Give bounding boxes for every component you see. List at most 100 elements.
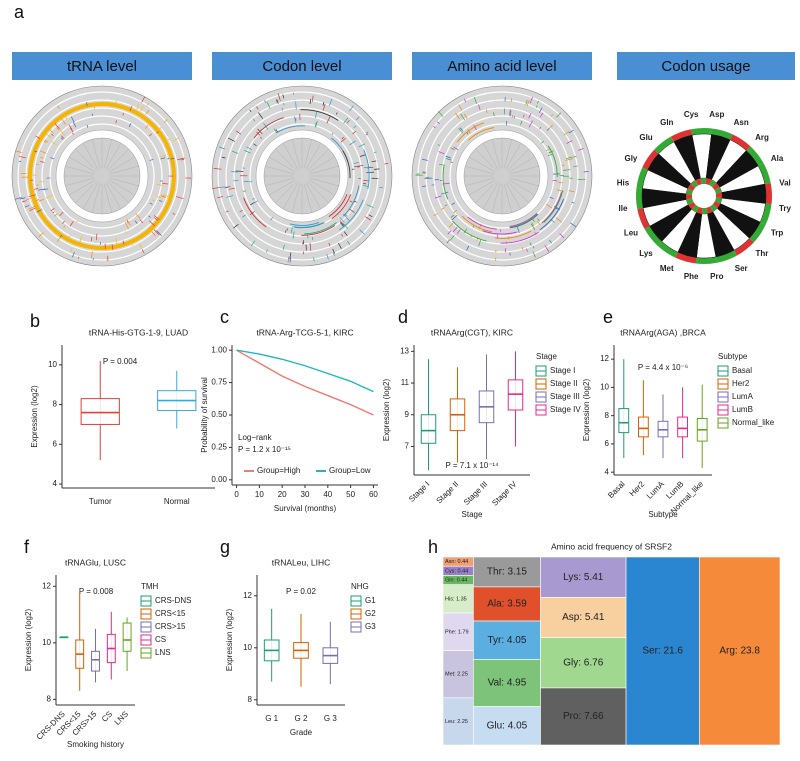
circos-tick [225,210,229,213]
circos-tick [60,137,64,140]
tile-label: Asp: 5.41 [562,612,605,623]
circos-tick [422,185,427,187]
circos-tick [563,169,571,171]
circos-spoke [265,177,295,187]
panel-label: h [428,537,438,557]
wheel-ring [670,129,693,142]
wheel-ring [657,241,678,258]
circos-tick [49,129,54,134]
circos-tick [149,158,154,161]
circos-tick [338,242,342,249]
circos-spoke [274,148,297,171]
circos-tick [45,194,54,199]
circos-spoke [509,165,539,175]
tile [473,586,541,622]
circos-tick [260,136,263,139]
wheel-label: Glu [639,133,652,142]
circos-tick [39,150,47,154]
box [618,408,630,434]
circos-tick [312,95,314,102]
circos-arc [494,230,532,239]
circos-tick [43,188,49,191]
wheel-ring [644,226,662,246]
wheel-label: Met [660,264,674,273]
x-tick-label: 10 [255,490,264,499]
circos-arc [456,122,485,143]
circos-tick [453,146,459,150]
wheel-ring [654,136,674,154]
circos-tick [349,140,356,146]
circos-tick [250,240,256,247]
circos-tick [156,196,162,199]
circos-spoke [107,181,130,204]
circos-tick [282,244,285,251]
x-axis-label: Grade [290,728,313,737]
x-tick-label: Tumor [89,497,112,506]
circos-tick [531,222,535,226]
circos-tick [563,131,570,136]
circos-tick [252,118,256,122]
circos-tick [556,112,562,118]
circos-tick [539,126,542,130]
circos-tick [275,99,278,103]
circos-tick [463,113,468,119]
legend-label: Stage III [550,392,580,401]
circos-tick [86,102,88,106]
circos-tick [331,132,334,135]
circos-tick [169,188,177,191]
wheel-label: Asn [734,118,749,127]
wheel-ring [734,238,754,256]
circos-tick [463,98,467,103]
circos-tick [77,256,80,259]
y-axis-label: Expression (log2) [24,609,33,672]
header: Codon usage [661,58,750,75]
circos-tick [144,125,149,129]
x-axis-label: Survival (months) [274,504,337,513]
circos-ring [25,99,179,253]
circos-tick [509,110,512,117]
circos-ring [17,91,187,261]
x-tick-label: 30 [301,490,310,499]
circos-tick [365,216,371,221]
x-axis-label: Subtype [648,510,678,519]
circos-tick [353,125,357,129]
circos-tick [126,220,129,224]
circos-tick [373,151,377,154]
circos-tick [522,114,525,118]
circos-tick [61,118,66,125]
circos-tick [526,248,528,252]
circos-tick [242,214,247,218]
circos-tick [62,112,68,120]
circos-ring [49,123,155,229]
circos-tick [148,133,153,137]
legend-label: LumA [732,392,754,401]
circos-tick [544,245,550,252]
circos-tick [281,107,284,111]
circos-tick [433,126,436,129]
circos-spoke [508,179,536,196]
circos-tick [345,217,350,221]
tile-label: Glu: 4.05 [487,720,528,731]
y-tick-label: 12 [42,581,51,590]
circos-tick [253,143,257,147]
circos-tick [532,251,536,258]
circos-tick [19,197,26,200]
x-tick-label: CS [100,710,114,724]
circos-spoke [505,142,522,170]
header: Amino acid level [447,58,556,75]
circos-tick [52,211,55,214]
panel-label: f [24,537,30,557]
circos-tick [28,205,36,210]
circos-tick [354,161,359,164]
wheel-label: Phe [684,272,699,281]
box [677,416,689,438]
circos-tick [170,157,175,160]
wheel-inner [690,180,699,188]
circos-tick [232,150,239,154]
circos-tick [528,120,533,128]
circos-tick [445,158,452,161]
circos-tick [68,124,73,130]
circos-arc [304,222,337,235]
wheel-ring [730,134,751,151]
